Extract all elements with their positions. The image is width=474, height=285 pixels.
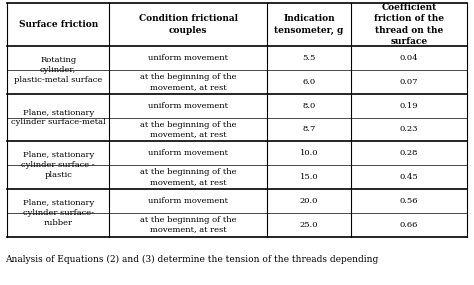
Text: Plane, stationary
cylinder surface-
rubber: Plane, stationary cylinder surface- rubb…	[23, 199, 94, 227]
Text: 5.5: 5.5	[302, 54, 316, 62]
Text: 25.0: 25.0	[300, 221, 318, 229]
Text: 10.0: 10.0	[300, 149, 318, 157]
Text: 15.0: 15.0	[300, 173, 319, 181]
Text: at the beginning of the
movement, at rest: at the beginning of the movement, at res…	[140, 73, 237, 91]
Text: 0.45: 0.45	[400, 173, 418, 181]
Text: 0.56: 0.56	[400, 197, 418, 205]
Text: uniform movement: uniform movement	[148, 149, 228, 157]
Text: 0.23: 0.23	[400, 125, 418, 133]
Text: 0.07: 0.07	[400, 78, 418, 86]
Text: Plane, stationary
cylinder surface -
plastic: Plane, stationary cylinder surface - pla…	[21, 151, 95, 179]
Text: Surface friction: Surface friction	[18, 20, 98, 29]
Text: at the beginning of the
movement, at rest: at the beginning of the movement, at res…	[140, 168, 237, 186]
Text: 0.19: 0.19	[400, 102, 418, 110]
Text: uniform movement: uniform movement	[148, 102, 228, 110]
Text: Indication
tensometer, g: Indication tensometer, g	[274, 15, 344, 34]
Text: Rotating
cylinder,
plastic-metal surface: Rotating cylinder, plastic-metal surface	[14, 56, 102, 84]
Text: uniform movement: uniform movement	[148, 197, 228, 205]
Text: at the beginning of the
movement, at rest: at the beginning of the movement, at res…	[140, 216, 237, 233]
Text: Plane, stationary
cylinder surface-metal: Plane, stationary cylinder surface-metal	[11, 109, 106, 127]
Text: 0.28: 0.28	[400, 149, 418, 157]
Text: Coefficient
friction of the
thread on the
surface: Coefficient friction of the thread on th…	[374, 3, 444, 46]
Text: Analysis of Equations (2) and (3) determine the tension of the threads depending: Analysis of Equations (2) and (3) determ…	[5, 255, 378, 264]
Text: 0.66: 0.66	[400, 221, 418, 229]
Text: uniform movement: uniform movement	[148, 54, 228, 62]
Text: at the beginning of the
movement, at rest: at the beginning of the movement, at res…	[140, 121, 237, 138]
Text: 8.7: 8.7	[302, 125, 316, 133]
Text: 8.0: 8.0	[302, 102, 316, 110]
Text: 6.0: 6.0	[302, 78, 316, 86]
Text: 20.0: 20.0	[300, 197, 318, 205]
Text: Condition frictional
couples: Condition frictional couples	[139, 15, 238, 34]
Text: 0.04: 0.04	[400, 54, 418, 62]
